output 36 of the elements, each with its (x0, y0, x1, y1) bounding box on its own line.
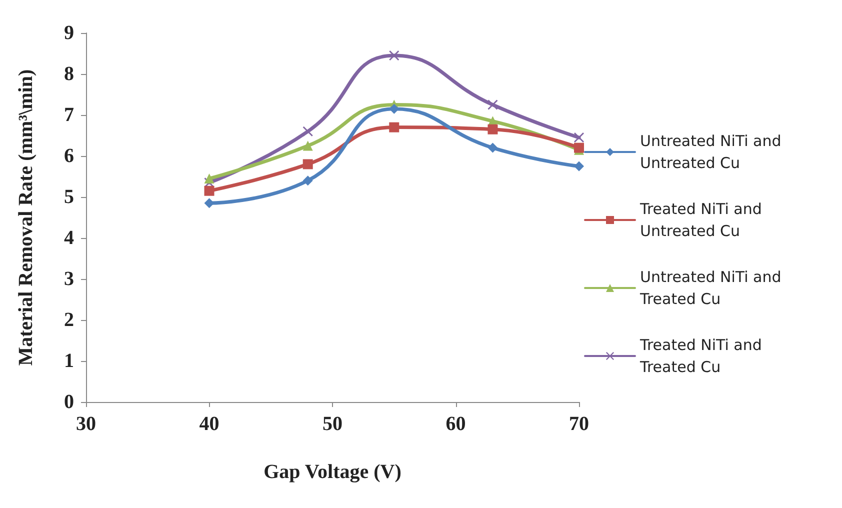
point (302, 159, 313, 170)
x-tick-label: 40 (199, 413, 220, 435)
y-tick-label: 7 (64, 104, 74, 126)
x-tick-label: 60 (446, 413, 466, 435)
y-tick-label: 3 (64, 268, 74, 290)
point (488, 142, 498, 153)
point (389, 104, 400, 114)
point (574, 132, 584, 143)
y-tick-label: 1 (64, 350, 74, 372)
y-tick-label: 2 (64, 309, 74, 331)
point (204, 186, 214, 196)
point (302, 176, 313, 186)
y-tick-label: 6 (64, 145, 74, 167)
point (574, 161, 584, 172)
legend-label: Treated NiTi and Untreated Cu (639, 200, 767, 240)
point (302, 140, 313, 151)
point (488, 100, 498, 110)
legend-label: Treated NiTi and Treated Cu (639, 336, 767, 376)
point (302, 126, 313, 136)
y-tick-label: 9 (64, 22, 74, 44)
point (204, 174, 214, 184)
y-tick-label: 5 (64, 186, 74, 208)
y-tick-label: 4 (64, 227, 74, 249)
point (389, 122, 400, 132)
point (488, 124, 498, 134)
y-tick-label: 8 (64, 63, 74, 85)
x-tick-label: 30 (76, 413, 96, 435)
x-axis-title: Gap Voltage (V) (264, 461, 402, 483)
point (389, 50, 400, 61)
x-tick-label: 70 (569, 413, 589, 435)
y-axis-title: Material Removal Rate (mm³\min) (15, 69, 37, 366)
legend-label: Untreated NiTi and Untreated Cu (640, 132, 786, 172)
y-tick-label: 0 (64, 391, 74, 413)
x-tick-label: 50 (322, 413, 342, 435)
legend-label: Untreated NiTi and Treated Cu (639, 268, 786, 308)
point (204, 198, 214, 208)
